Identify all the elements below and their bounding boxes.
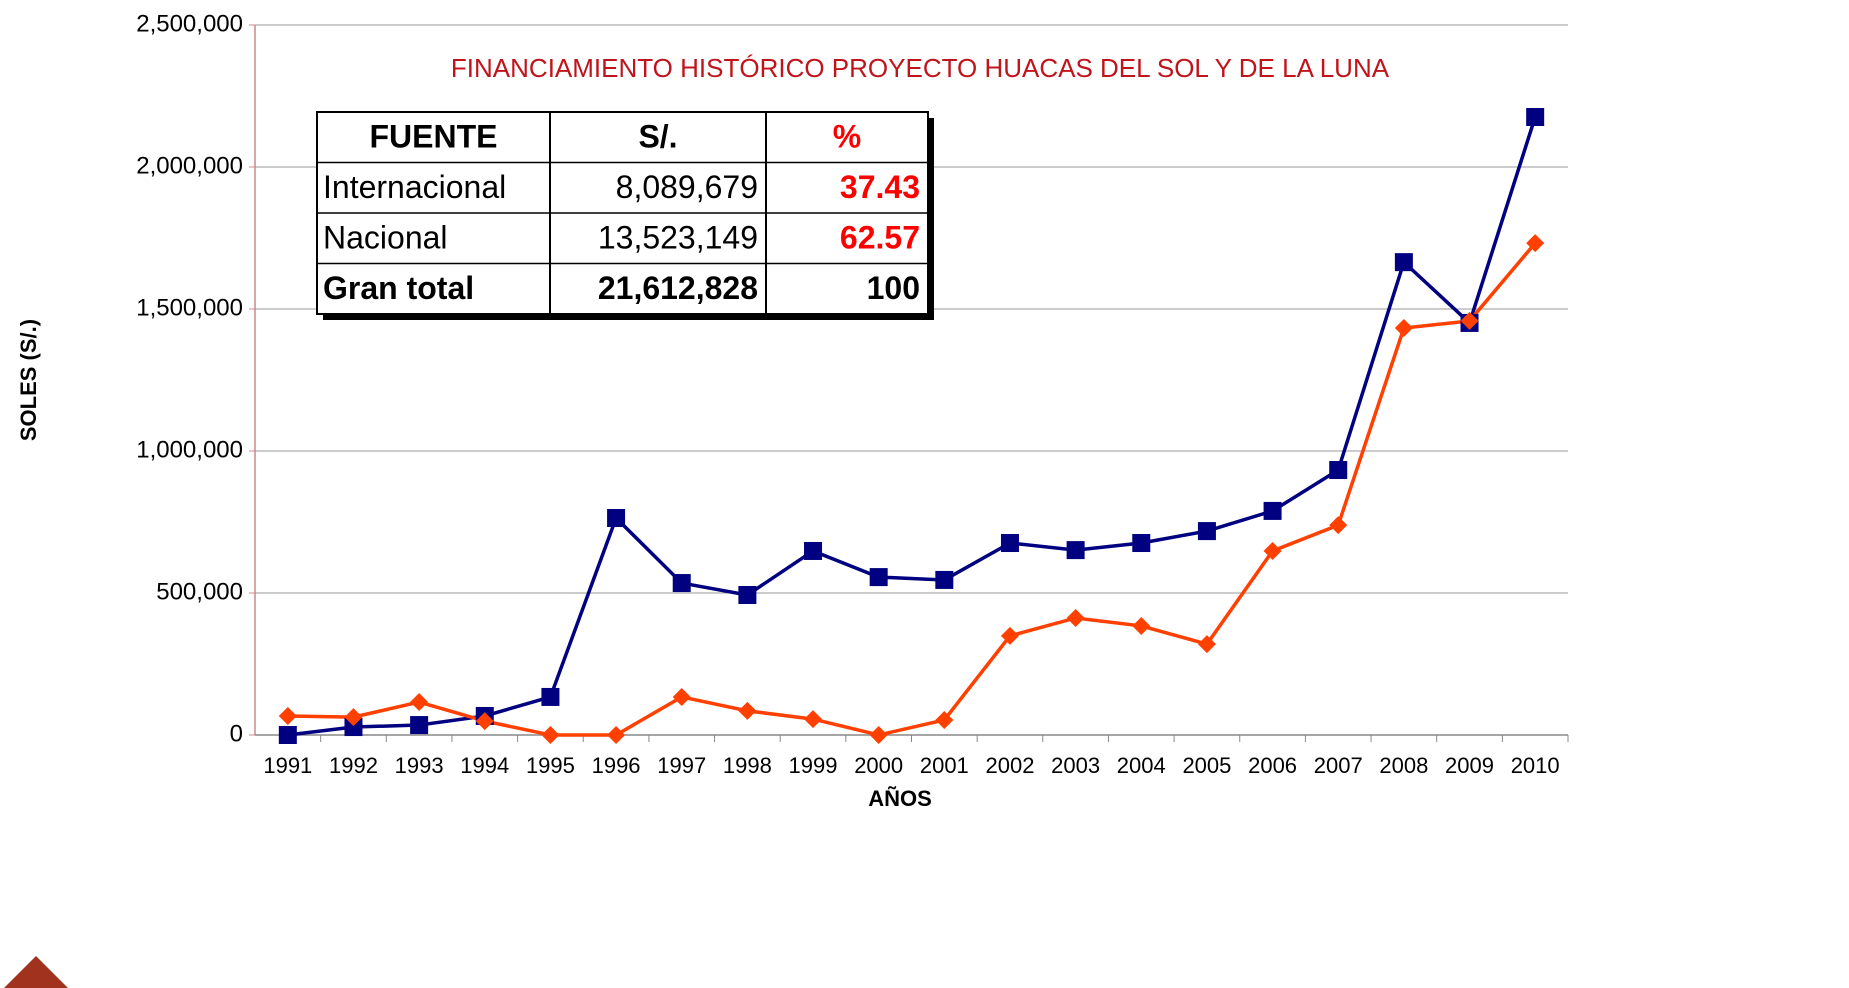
- marker: [1132, 534, 1151, 553]
- marker: [410, 716, 429, 735]
- y-tick-label: 1,500,000: [136, 294, 243, 321]
- marker: [475, 712, 494, 731]
- marker: [1263, 501, 1282, 520]
- marker: [935, 570, 954, 589]
- marker: [278, 706, 297, 725]
- x-tick-label: 2004: [1117, 753, 1166, 778]
- y-tick-label: 2,500,000: [136, 10, 243, 37]
- table-cell: Nacional: [323, 220, 448, 256]
- marker: [1394, 253, 1413, 272]
- table-cell: 8,089,679: [616, 169, 758, 205]
- x-tick-label: 1991: [263, 753, 312, 778]
- table-cell: Gran total: [323, 270, 474, 306]
- marker: [738, 585, 757, 604]
- marker: [672, 687, 691, 706]
- x-tick-label: 1997: [657, 753, 706, 778]
- marker: [1000, 626, 1019, 645]
- marker: [344, 708, 363, 727]
- y-tick-label: 500,000: [156, 578, 243, 605]
- x-tick-label: 2007: [1314, 753, 1363, 778]
- y-axis-label: SOLES (S/.): [16, 319, 41, 441]
- series-line: [287, 116, 1537, 737]
- marker: [738, 701, 757, 720]
- x-tick-label: 2003: [1051, 753, 1100, 778]
- x-tick-label: 2010: [1511, 753, 1560, 778]
- marker: [1460, 311, 1479, 330]
- summary-table: FUENTE S/. % Internacional 8,089,679 37.43 Nac…: [316, 111, 934, 320]
- marker: [1132, 616, 1151, 635]
- marker: [541, 687, 560, 706]
- x-tick-label: 1998: [723, 753, 772, 778]
- marker: [804, 710, 823, 729]
- marker: [1197, 635, 1216, 654]
- table-cell: %: [833, 119, 861, 155]
- x-axis-label: AÑOS: [868, 786, 932, 811]
- marker: [1066, 541, 1085, 560]
- table-cell: Internacional: [323, 169, 506, 205]
- x-tick-label: 1999: [789, 753, 838, 778]
- table-cell: 37.43: [840, 169, 920, 205]
- marker: [1329, 461, 1348, 480]
- table-cell: 62.57: [840, 220, 920, 256]
- marker: [1066, 608, 1085, 627]
- x-tick-label: 1996: [592, 753, 641, 778]
- x-tick-label: 2000: [854, 753, 903, 778]
- x-tick-label: 2001: [920, 753, 969, 778]
- marker: [607, 509, 626, 528]
- x-tick-label: 1994: [460, 753, 509, 778]
- x-tick-label: 2002: [985, 753, 1034, 778]
- marker: [607, 726, 626, 744]
- marker: [869, 726, 888, 744]
- marker: [1394, 319, 1413, 338]
- x-tick-label: 1995: [526, 753, 575, 778]
- plot-area: 0 500,000 1,000,000 1,500,000 2,000,000 2,500…: [136, 10, 1569, 778]
- table-cell: 13,523,149: [598, 220, 758, 256]
- chart-title: FINANCIAMIENTO HISTÓRICO PROYECTO HUACAS…: [451, 53, 1390, 83]
- table-cell: S/.: [638, 119, 677, 155]
- marker: [1526, 234, 1545, 253]
- marker: [804, 541, 823, 560]
- y-tick-label: 0: [230, 720, 243, 747]
- marker: [1329, 516, 1348, 535]
- marker: [672, 574, 691, 593]
- marker: [935, 710, 954, 729]
- y-tick-label: 1,000,000: [136, 436, 243, 463]
- logo: [4, 956, 68, 988]
- marker: [1263, 541, 1282, 560]
- x-tick-label: 2005: [1182, 753, 1231, 778]
- marker: [410, 693, 429, 712]
- table-cell: 21,612,828: [598, 270, 758, 306]
- table-cell: FUENTE: [370, 119, 498, 155]
- x-tick-label: 1992: [329, 753, 378, 778]
- series-line: [287, 241, 1537, 737]
- marker: [869, 568, 888, 587]
- x-tick-label: 2006: [1248, 753, 1297, 778]
- marker: [1526, 108, 1545, 127]
- x-tick-label: 1993: [395, 753, 444, 778]
- y-tick-label: 2,000,000: [136, 152, 243, 179]
- x-tick-label: 2008: [1379, 753, 1428, 778]
- table-cell: 100: [867, 270, 920, 306]
- marker: [541, 726, 560, 744]
- marker: [1000, 534, 1019, 553]
- marker: [278, 726, 297, 744]
- marker: [344, 718, 363, 737]
- x-tick-label: 2009: [1445, 753, 1494, 778]
- marker: [1197, 522, 1216, 541]
